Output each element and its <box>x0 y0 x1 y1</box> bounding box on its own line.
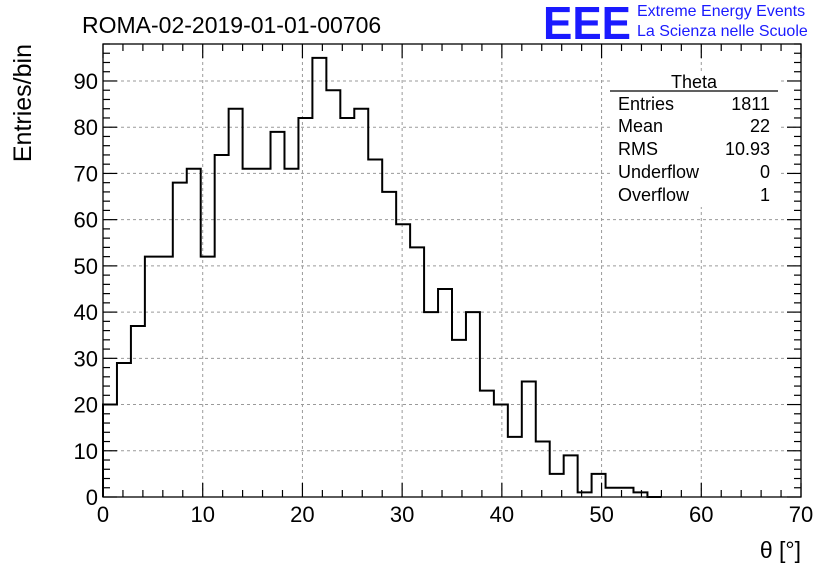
hist-bin <box>117 363 131 497</box>
hist-bin <box>326 90 340 497</box>
histogram-series <box>102 56 662 498</box>
hist-bin <box>298 118 312 497</box>
hist-bin <box>564 455 578 497</box>
stats-label-underflow: Underflow <box>618 162 700 182</box>
hist-bin <box>466 312 480 497</box>
hist-bin <box>145 257 159 497</box>
hist-bin <box>536 442 550 497</box>
y-tick-label: 80 <box>74 115 98 140</box>
x-tick-label: 0 <box>97 502 109 527</box>
y-tick-label: 90 <box>74 69 98 94</box>
hist-bin <box>229 109 243 497</box>
hist-outline <box>102 56 662 498</box>
stats-value-rms: 10.93 <box>725 139 770 159</box>
x-tick-label: 60 <box>689 502 713 527</box>
stats-title: Theta <box>671 72 718 92</box>
x-tick-label: 20 <box>290 502 314 527</box>
stats-value-entries: 1811 <box>731 94 770 114</box>
eee-logo-mark: EEE <box>543 0 631 44</box>
x-tick-label: 50 <box>589 502 613 527</box>
stats-value-underflow: 0 <box>760 162 770 182</box>
logo-line-2: La Scienza nelle Scuole <box>637 23 808 40</box>
hist-bin <box>354 109 368 497</box>
hist-bin <box>396 224 410 497</box>
hist-bin <box>592 474 606 497</box>
plot-frame <box>102 43 802 498</box>
x-axis-label: θ [°] <box>760 537 801 563</box>
hist-bin <box>424 312 438 497</box>
x-tick-label: 30 <box>390 502 414 527</box>
hist-bin <box>494 405 508 497</box>
x-tick-label: 40 <box>490 502 514 527</box>
hist-bin <box>215 155 229 497</box>
hist-bin <box>522 381 536 497</box>
logo-line-1: Extreme Energy Events <box>637 3 806 20</box>
y-tick-label: 20 <box>74 393 98 418</box>
x-tick-label: 70 <box>789 502 813 527</box>
x-tick-label: 10 <box>190 502 214 527</box>
hist-bin <box>340 118 354 497</box>
stats-label-overflow: Overflow <box>618 185 690 205</box>
hist-bin <box>131 326 145 497</box>
y-tick-label: 0 <box>86 485 98 510</box>
hist-bin <box>438 289 452 497</box>
y-tick-label: 60 <box>74 208 98 233</box>
hist-bin <box>312 58 326 497</box>
stats-label-mean: Mean <box>618 116 663 136</box>
hist-bin <box>480 391 494 497</box>
stats-value-mean: 22 <box>750 116 770 136</box>
y-tick-label: 30 <box>74 346 98 371</box>
hist-bin <box>201 257 215 497</box>
hist-bin <box>257 169 271 497</box>
y-axis-label: Entries/bin <box>9 44 37 162</box>
hist-bin <box>284 169 298 497</box>
y-tick-label: 10 <box>74 439 98 464</box>
hist-bin <box>159 257 173 497</box>
hist-bin <box>452 340 466 497</box>
chart-title: ROMA-02-2019-01-01-00706 <box>82 12 381 38</box>
stats-value-overflow: 1 <box>760 185 770 205</box>
hist-bin <box>173 183 187 497</box>
hist-bin <box>368 160 382 497</box>
axis-ticks <box>102 43 802 498</box>
hist-bin <box>271 132 285 497</box>
stats-label-rms: RMS <box>618 139 658 159</box>
hist-bin <box>410 247 424 497</box>
y-tick-label: 50 <box>74 254 98 279</box>
hist-bin <box>606 488 620 497</box>
hist-bin <box>508 437 522 497</box>
hist-bin <box>243 169 257 497</box>
hist-bin <box>187 169 201 497</box>
logo-mark-text: EEE <box>543 0 631 44</box>
y-tick-label: 70 <box>74 161 98 186</box>
hist-bin <box>382 192 396 497</box>
y-tick-label: 40 <box>74 300 98 325</box>
stats-box: Theta Entries 1811 Mean 22 RMS 10.93 Und… <box>610 71 778 207</box>
stats-label-entries: Entries <box>618 94 674 114</box>
